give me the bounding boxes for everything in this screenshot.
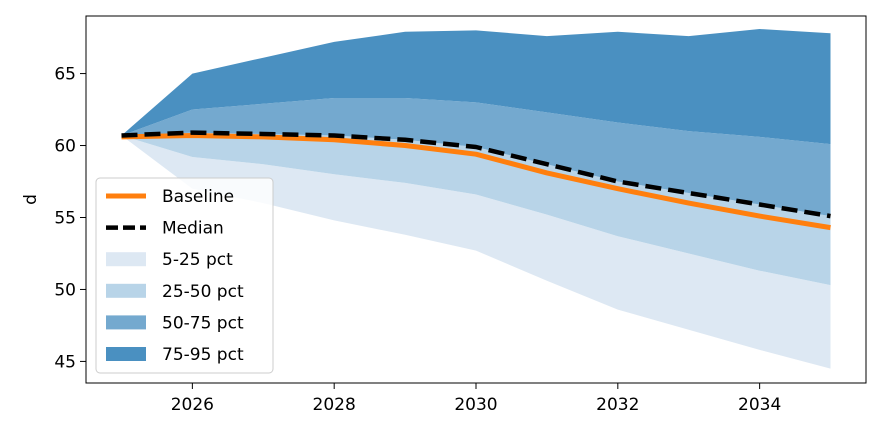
y-tick-label: 50: [54, 280, 76, 300]
x-tick-label: 2026: [171, 395, 214, 415]
legend: Baseline Median 5-25 pct 25-50 pct 50-75 pct…: [95, 177, 274, 374]
legend-swatch-band: [106, 252, 146, 267]
y-axis-label: d: [21, 194, 41, 205]
band-75-95-pct: [121, 29, 831, 145]
legend-label: Median: [162, 219, 224, 239]
series-lines: [121, 130, 831, 231]
legend-label: 50-75 pct: [162, 313, 244, 333]
x-tick-label: 2030: [454, 395, 497, 415]
x-tick-label: 2028: [313, 395, 356, 415]
series-line-median: [121, 130, 831, 219]
percentile-bands: [121, 29, 831, 369]
band-5-25-pct: [121, 135, 831, 369]
x-axis: 2026 2028 2030 2032 2034: [171, 383, 781, 415]
series-line-baseline: [121, 133, 831, 231]
legend-label: 75-95 pct: [162, 345, 244, 365]
y-tick-label: 55: [54, 208, 76, 228]
y-axis: 45 50 55 60 65: [54, 65, 86, 372]
legend-swatch-band: [106, 283, 146, 298]
y-tick-label: 45: [54, 352, 76, 372]
legend-swatch-band: [106, 315, 146, 330]
legend-label: 25-50 pct: [162, 282, 244, 302]
x-tick-label: 2032: [596, 395, 639, 415]
legend-box: [95, 177, 274, 374]
band-25-50-pct: [121, 132, 831, 286]
legend-label: Baseline: [162, 187, 234, 207]
x-tick-label: 2034: [738, 395, 781, 415]
legend-label: 5-25 pct: [162, 250, 233, 270]
y-tick-label: 60: [54, 137, 76, 157]
legend-swatch-band: [106, 347, 146, 361]
y-tick-label: 65: [54, 65, 76, 85]
